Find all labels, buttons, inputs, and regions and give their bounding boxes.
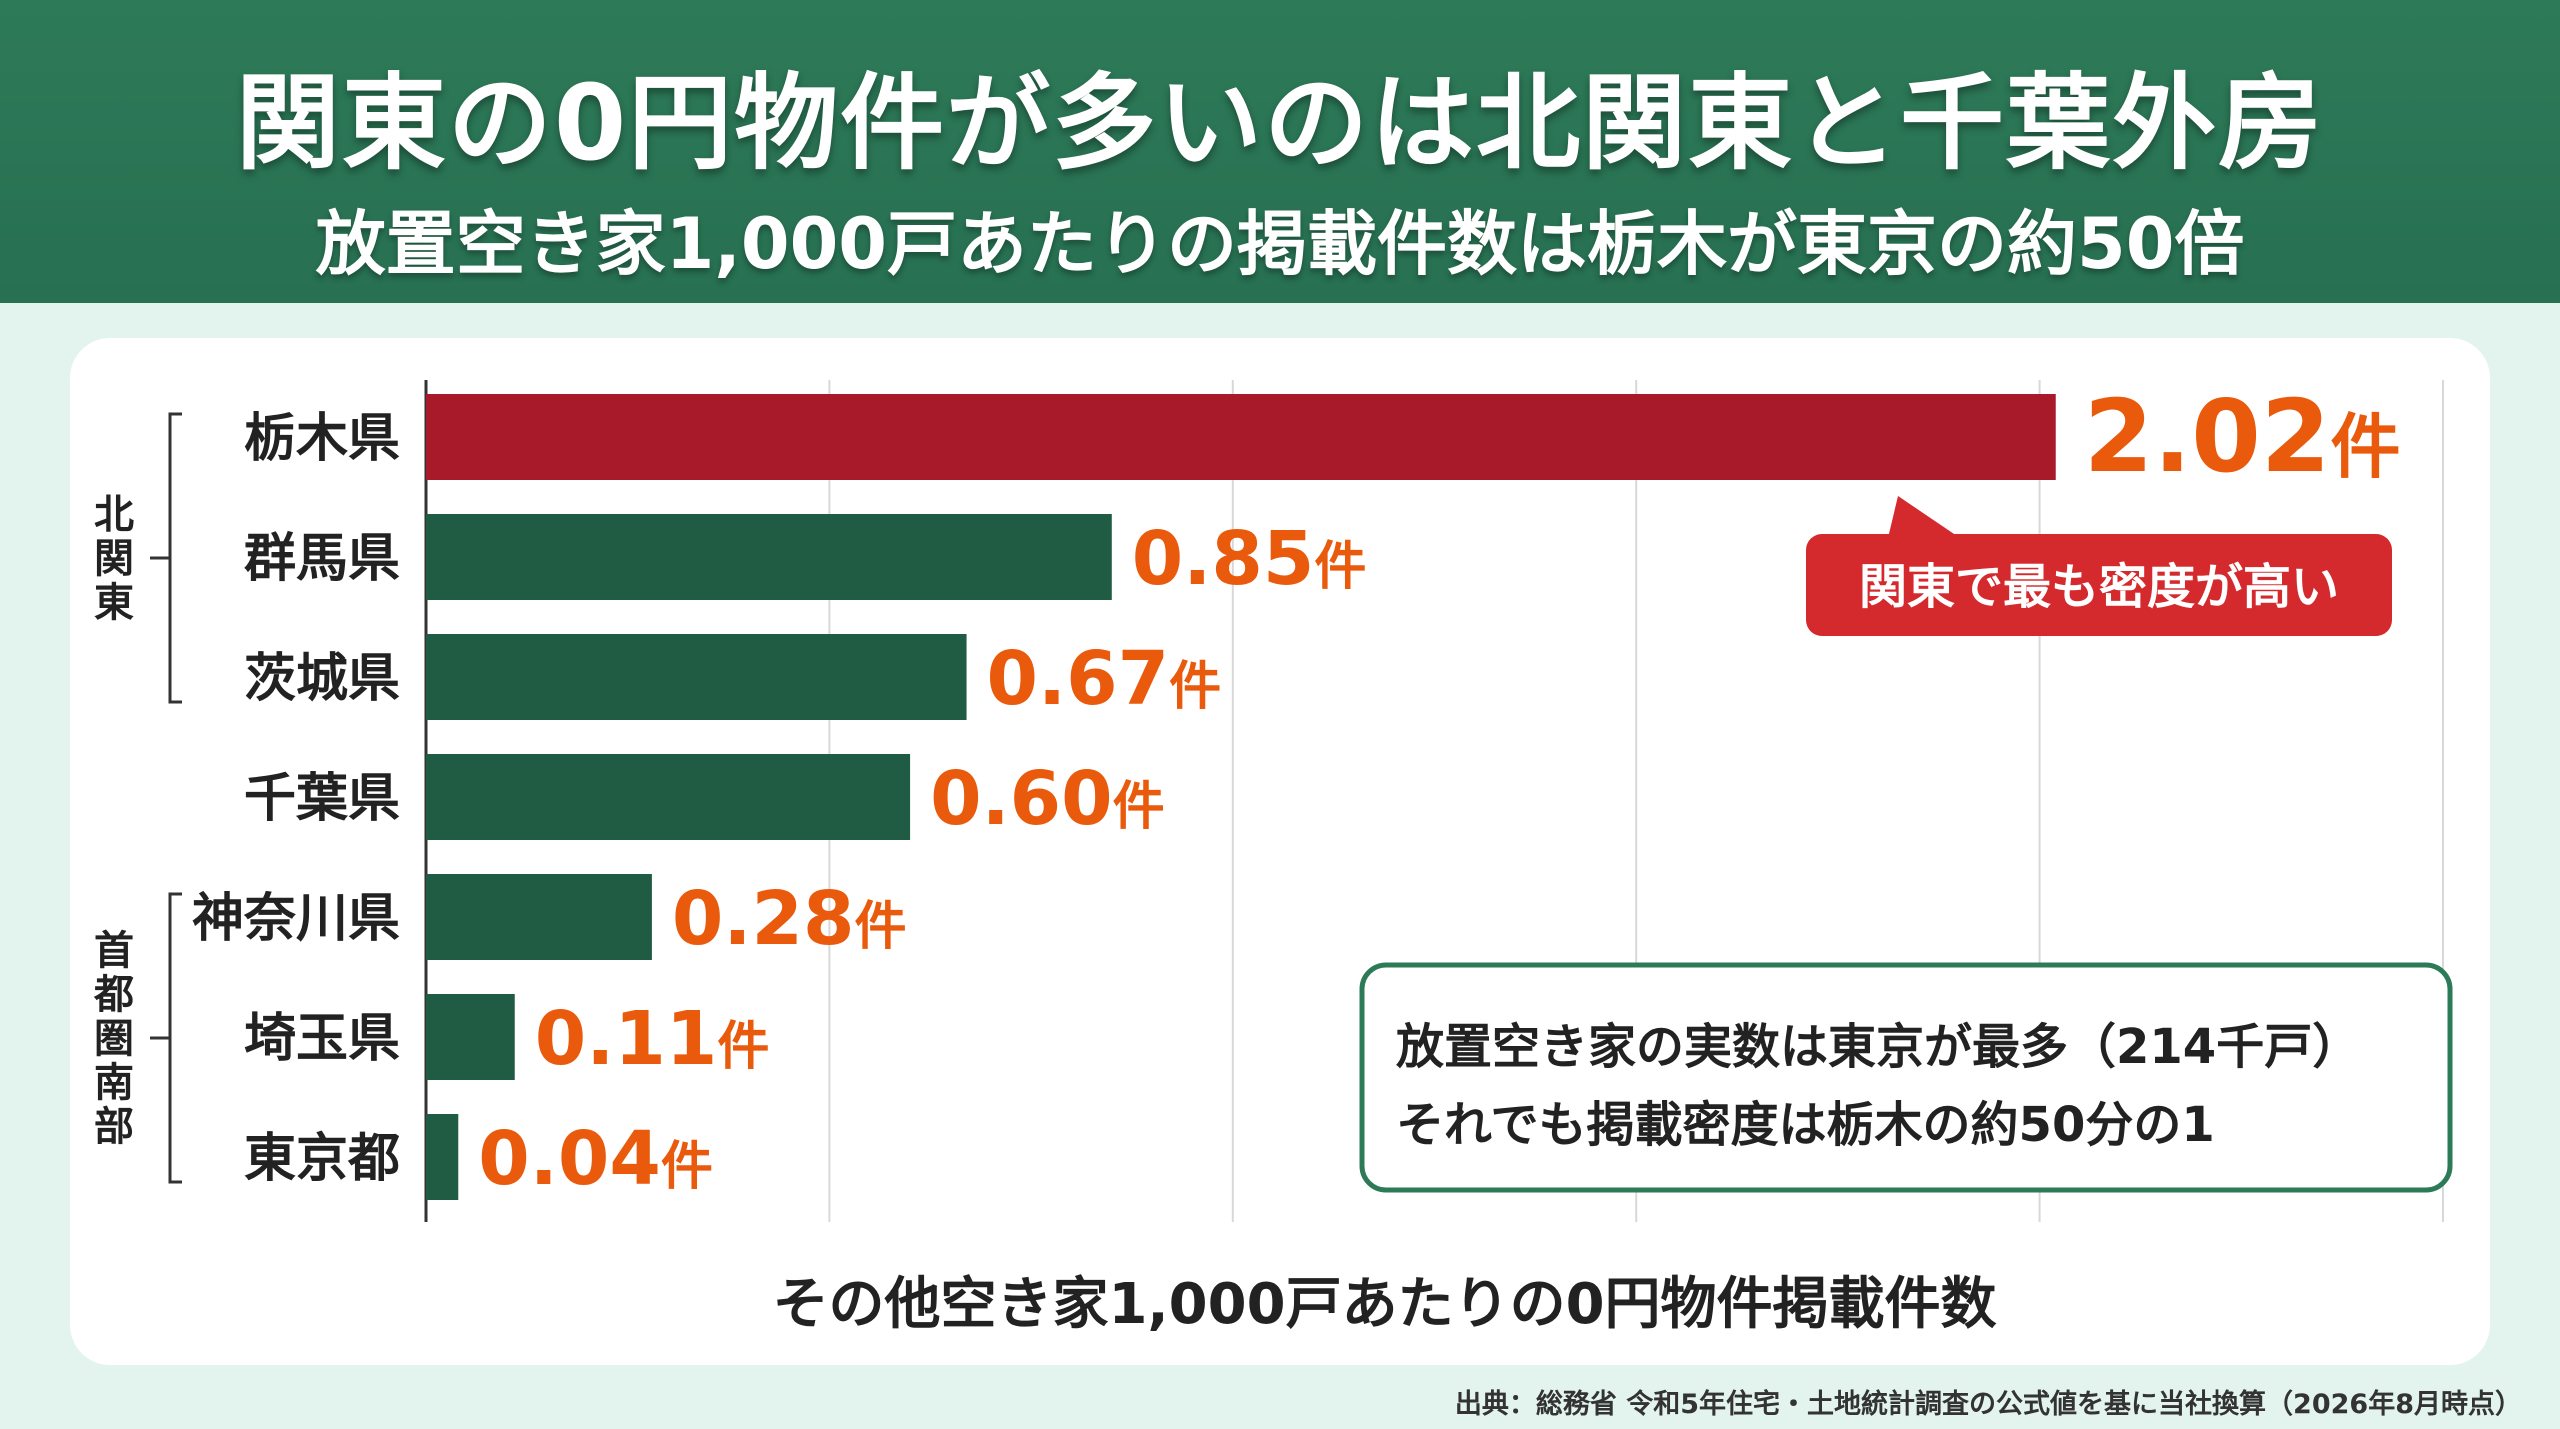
chart-panel — [70, 338, 2490, 1365]
category-label-0: 栃木県 — [244, 409, 400, 469]
group-label-1: 首都圏南部 — [93, 928, 134, 1150]
category-label-4: 神奈川県 — [192, 889, 400, 949]
category-label-5: 埼玉県 — [244, 1009, 400, 1069]
group-label-0: 北関東 — [94, 492, 134, 626]
x-axis-label: その他空き家1,000戸あたりの0円物件掲載件数 — [772, 1272, 1996, 1337]
group-bracket-0 — [150, 412, 182, 704]
value-label-0: 2.02件 — [2084, 378, 2401, 495]
value-label-6: 0.04件 — [478, 1116, 713, 1202]
note-box — [1359, 962, 2453, 1193]
category-label-6: 東京都 — [244, 1129, 400, 1189]
page-title: 関東の0円物件が多いのは北関東と千葉外房 — [235, 62, 2325, 184]
group-bracket-1 — [150, 892, 182, 1184]
bar-1 — [426, 514, 1112, 600]
value-unit-1: 件 — [1314, 537, 1366, 597]
bar-2 — [426, 634, 967, 720]
header-banner: 関東の0円物件が多いのは北関東と千葉外房 放置空き家1,000戸あたりの掲載件数… — [0, 0, 2560, 303]
callout-text: 関東で最も密度が高い — [1859, 559, 2339, 615]
category-label-3: 千葉県 — [244, 769, 400, 829]
value-unit-6: 件 — [661, 1137, 713, 1197]
bar-3 — [426, 754, 911, 840]
source-note: 出典：総務省 令和5年住宅・土地統計調査の公式値を基に当社換算（2026年8月時… — [1454, 1389, 2522, 1420]
callout-pointer — [1888, 496, 1960, 538]
page-subtitle: 放置空き家1,000戸あたりの掲載件数は栃木が東京の約50倍 — [315, 203, 2245, 285]
note-line-0: 放置空き家の実数は東京が最多（214千戸） — [1396, 1019, 2360, 1075]
value-unit-4: 件 — [854, 897, 906, 957]
bar-4 — [426, 874, 652, 960]
value-label-2: 0.67件 — [987, 636, 1222, 722]
value-unit-0: 件 — [2330, 406, 2400, 488]
callout-box — [1806, 534, 2392, 636]
category-label-1: 群馬県 — [244, 529, 400, 589]
bar-5 — [426, 994, 515, 1080]
value-label-4: 0.28件 — [672, 876, 907, 962]
bar-0 — [426, 394, 2056, 480]
value-unit-2: 件 — [1169, 657, 1221, 717]
value-unit-3: 件 — [1113, 777, 1165, 837]
bar-6 — [426, 1114, 459, 1200]
value-label-3: 0.60件 — [930, 756, 1165, 842]
category-label-2: 茨城県 — [244, 649, 400, 709]
value-label-5: 0.11件 — [535, 996, 770, 1082]
value-unit-5: 件 — [717, 1017, 769, 1077]
value-label-1: 0.85件 — [1132, 516, 1367, 602]
note-line-1: それでも掲載密度は栃木の約50分の1 — [1396, 1097, 2215, 1153]
